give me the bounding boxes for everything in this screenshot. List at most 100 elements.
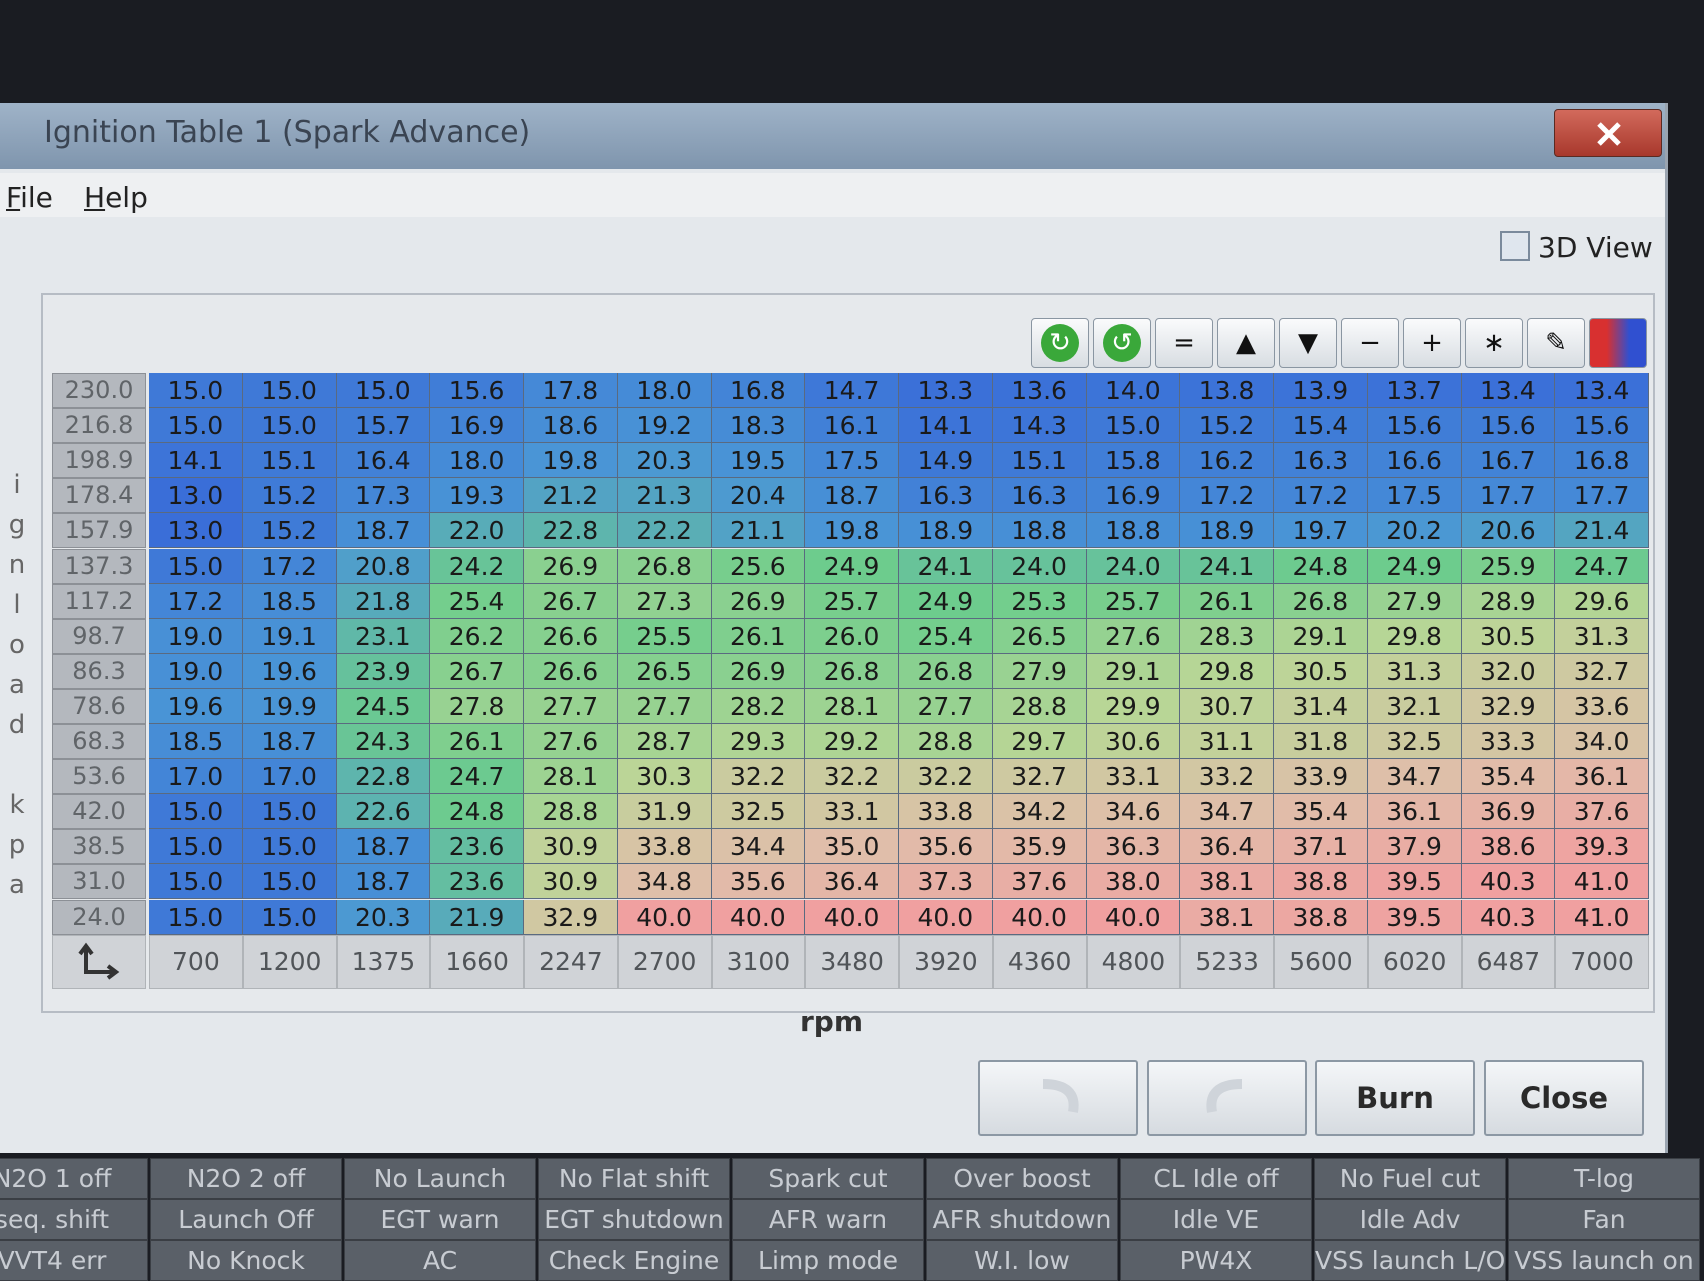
- table-cell[interactable]: 29.1: [1086, 653, 1181, 689]
- table-cell[interactable]: 24.7: [430, 759, 524, 795]
- table-cell[interactable]: 18.6: [524, 408, 618, 444]
- table-cell[interactable]: 29.7: [992, 724, 1087, 760]
- table-cell[interactable]: 18.8: [1086, 513, 1181, 549]
- table-cell[interactable]: 22.2: [617, 513, 712, 549]
- table-cell[interactable]: 19.6: [149, 688, 243, 724]
- table-cell[interactable]: 13.3: [899, 373, 993, 409]
- table-cell[interactable]: 13.6: [992, 373, 1087, 409]
- table-cell[interactable]: 13.4: [1461, 373, 1556, 409]
- table-cell[interactable]: 34.4: [711, 829, 806, 865]
- menu-item[interactable]: File: [6, 181, 53, 214]
- table-cell[interactable]: 38.8: [1274, 899, 1368, 935]
- table-cell[interactable]: 38.1: [1180, 864, 1274, 900]
- table-cell[interactable]: 26.6: [524, 653, 618, 689]
- table-cell[interactable]: 35.6: [711, 864, 806, 900]
- table-cell[interactable]: 38.6: [1461, 829, 1556, 865]
- table-cell[interactable]: 21.1: [711, 513, 806, 549]
- table-cell[interactable]: 37.9: [1367, 829, 1462, 865]
- table-cell[interactable]: 29.6: [1555, 583, 1649, 619]
- table-cell[interactable]: 36.4: [805, 864, 899, 900]
- table-cell[interactable]: 26.9: [711, 653, 806, 689]
- table-cell[interactable]: 28.8: [899, 724, 993, 760]
- table-cell[interactable]: 15.0: [242, 829, 337, 865]
- table-cell[interactable]: 15.0: [1086, 408, 1181, 444]
- table-cell[interactable]: 40.3: [1461, 864, 1556, 900]
- table-cell[interactable]: 18.7: [242, 724, 337, 760]
- table-cell[interactable]: 19.6: [242, 653, 337, 689]
- table-cell[interactable]: 24.0: [1086, 548, 1181, 584]
- table-cell[interactable]: 38.8: [1274, 864, 1368, 900]
- menu-item[interactable]: Help: [84, 181, 148, 214]
- table-cell[interactable]: 25.4: [899, 618, 993, 654]
- table-cell[interactable]: 24.9: [805, 548, 899, 584]
- table-cell[interactable]: 25.4: [430, 583, 524, 619]
- table-cell[interactable]: 26.7: [524, 583, 618, 619]
- table-cell[interactable]: 26.8: [805, 653, 899, 689]
- table-cell[interactable]: 26.5: [992, 618, 1087, 654]
- table-cell[interactable]: 28.1: [805, 688, 899, 724]
- table-cell[interactable]: 33.6: [1555, 688, 1649, 724]
- table-cell[interactable]: 28.7: [617, 724, 712, 760]
- table-cell[interactable]: 16.2: [1180, 443, 1274, 479]
- table-cell[interactable]: 32.0: [1461, 653, 1556, 689]
- table-cell[interactable]: 36.1: [1367, 794, 1462, 830]
- table-cell[interactable]: 27.7: [899, 688, 993, 724]
- table-cell[interactable]: 18.5: [149, 724, 243, 760]
- table-cell[interactable]: 31.8: [1274, 724, 1368, 760]
- table-cell[interactable]: 34.6: [1086, 794, 1181, 830]
- table-cell[interactable]: 17.8: [524, 373, 618, 409]
- table-cell[interactable]: 19.1: [242, 618, 337, 654]
- toolbar-button[interactable]: +: [1403, 318, 1461, 368]
- table-cell[interactable]: 40.0: [899, 899, 993, 935]
- table-cell[interactable]: 16.8: [711, 373, 806, 409]
- table-cell[interactable]: 28.8: [992, 688, 1087, 724]
- table-cell[interactable]: 30.5: [1274, 653, 1368, 689]
- table-cell[interactable]: 32.5: [1367, 724, 1462, 760]
- table-cell[interactable]: 17.2: [1274, 478, 1368, 514]
- table-cell[interactable]: 33.8: [899, 794, 993, 830]
- table-cell[interactable]: 15.8: [1086, 443, 1181, 479]
- table-cell[interactable]: 34.0: [1555, 724, 1649, 760]
- table-cell[interactable]: 33.2: [1180, 759, 1274, 795]
- table-cell[interactable]: 32.2: [805, 759, 899, 795]
- table-cell[interactable]: 24.8: [1274, 548, 1368, 584]
- table-cell[interactable]: 20.3: [336, 899, 431, 935]
- table-cell[interactable]: 28.8: [524, 794, 618, 830]
- toolbar-button[interactable]: ∗: [1465, 318, 1523, 368]
- table-cell[interactable]: 25.9: [1461, 548, 1556, 584]
- table-cell[interactable]: 39.5: [1367, 864, 1462, 900]
- table-cell[interactable]: 40.0: [711, 899, 806, 935]
- table-cell[interactable]: 15.0: [149, 408, 243, 444]
- table-cell[interactable]: 13.0: [149, 513, 243, 549]
- table-cell[interactable]: 26.0: [805, 618, 899, 654]
- table-cell[interactable]: 18.9: [1180, 513, 1274, 549]
- table-cell[interactable]: 38.0: [1086, 864, 1181, 900]
- table-cell[interactable]: 26.1: [1180, 583, 1274, 619]
- table-cell[interactable]: 16.4: [336, 443, 431, 479]
- table-cell[interactable]: 16.9: [430, 408, 524, 444]
- toolbar-button[interactable]: ✎: [1527, 318, 1585, 368]
- table-cell[interactable]: 28.9: [1461, 583, 1556, 619]
- table-cell[interactable]: 34.7: [1367, 759, 1462, 795]
- table-cell[interactable]: 26.8: [1274, 583, 1368, 619]
- table-cell[interactable]: 22.0: [430, 513, 524, 549]
- table-cell[interactable]: 30.3: [617, 759, 712, 795]
- table-cell[interactable]: 16.1: [805, 408, 899, 444]
- table-cell[interactable]: 29.2: [805, 724, 899, 760]
- table-cell[interactable]: 27.7: [617, 688, 712, 724]
- table-cell[interactable]: 31.1: [1180, 724, 1274, 760]
- table-cell[interactable]: 37.6: [992, 864, 1087, 900]
- table-cell[interactable]: 15.0: [242, 794, 337, 830]
- table-cell[interactable]: 35.9: [992, 829, 1087, 865]
- table-cell[interactable]: 26.7: [430, 653, 524, 689]
- table-cell[interactable]: 26.1: [711, 618, 806, 654]
- table-cell[interactable]: 21.8: [336, 583, 431, 619]
- toolbar-button[interactable]: [1589, 318, 1647, 368]
- table-cell[interactable]: 15.0: [149, 864, 243, 900]
- table-cell[interactable]: 13.8: [1180, 373, 1274, 409]
- table-cell[interactable]: 22.8: [336, 759, 431, 795]
- toolbar-button[interactable]: =: [1155, 318, 1213, 368]
- table-cell[interactable]: 32.7: [1555, 653, 1649, 689]
- table-cell[interactable]: 18.0: [430, 443, 524, 479]
- table-cell[interactable]: 36.9: [1461, 794, 1556, 830]
